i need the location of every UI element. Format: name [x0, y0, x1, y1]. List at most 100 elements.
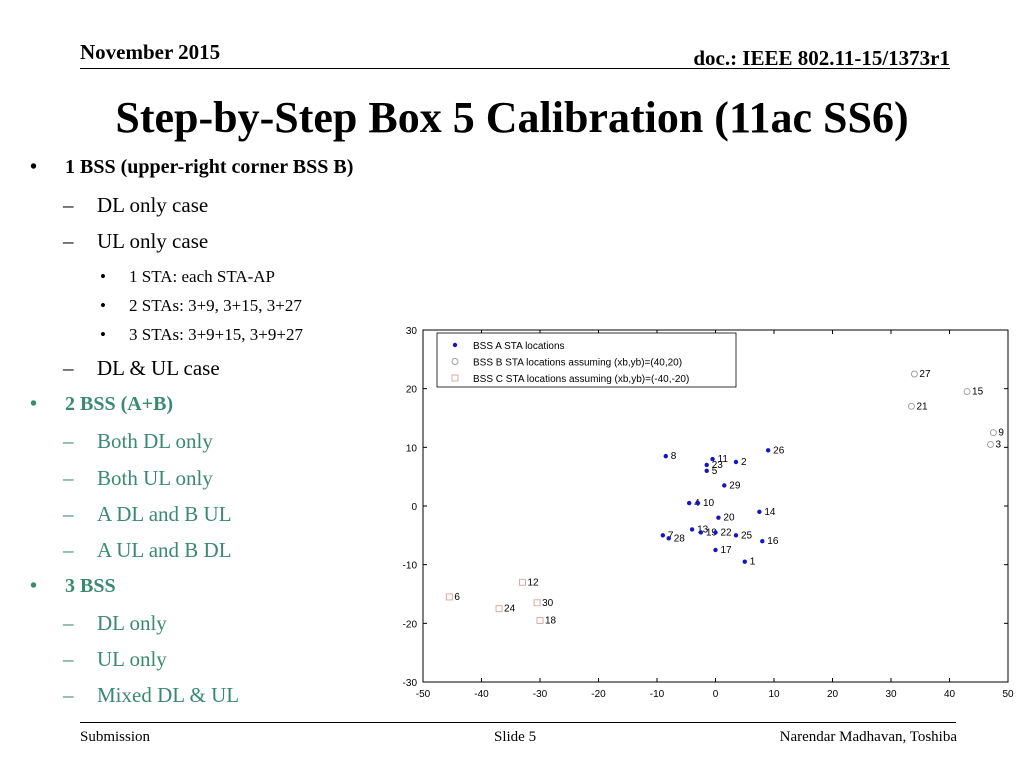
data-point: [661, 533, 665, 537]
data-point: [687, 501, 691, 505]
bullet-marker: •: [30, 575, 37, 598]
data-point-label: 2: [741, 457, 747, 468]
bullet-marker: –: [63, 611, 74, 636]
data-point-label: 23: [712, 460, 724, 471]
y-tick-label: -20: [403, 619, 418, 630]
data-point-label: 26: [773, 445, 785, 456]
data-point: [757, 510, 761, 514]
data-point: [690, 527, 694, 531]
x-tick-label: -10: [650, 689, 665, 700]
y-tick-label: -10: [403, 561, 418, 572]
bullet-marker: –: [63, 229, 74, 254]
data-point: [743, 560, 747, 564]
bullet-marker: –: [63, 647, 74, 672]
data-point-label: 20: [723, 513, 735, 524]
legend-label: BSS C STA locations assuming (xb,yb)=(-4…: [473, 374, 689, 385]
header-rule: [80, 68, 950, 69]
bullet-text: 1 BSS (upper-right corner BSS B): [65, 156, 353, 179]
bullet-text: UL only: [97, 647, 167, 672]
bullet-text: UL only case: [97, 229, 208, 254]
bullet-text: DL & UL case: [97, 356, 220, 381]
data-point: [734, 460, 738, 464]
bullet-marker: •: [30, 156, 37, 179]
x-tick-label: -30: [533, 689, 548, 700]
bullet-text: 3 BSS: [65, 575, 116, 598]
bullet-marker: –: [63, 356, 74, 381]
y-tick-label: 30: [406, 326, 418, 337]
data-point: [696, 501, 700, 505]
bullet-text: DL only: [97, 611, 167, 636]
x-tick-label: 30: [885, 689, 897, 700]
bullet-marker: –: [63, 429, 74, 454]
bullet-marker: –: [63, 538, 74, 563]
data-point-label: 17: [721, 545, 733, 556]
bullet-text: Mixed DL & UL: [97, 683, 239, 708]
data-point-label: 24: [504, 604, 516, 615]
data-point-label: 29: [729, 480, 741, 491]
y-tick-label: 10: [406, 443, 418, 454]
data-point-label: 27: [919, 369, 931, 380]
data-point-label: 18: [545, 615, 557, 626]
bullet-text: 2 STAs: 3+9, 3+15, 3+27: [129, 296, 302, 316]
bullet-marker: •: [100, 267, 106, 287]
x-tick-label: 10: [768, 689, 780, 700]
data-point-label: 15: [972, 387, 984, 398]
data-point-label: 14: [764, 507, 776, 518]
bullet-text: A DL and B UL: [97, 502, 232, 527]
data-point: [705, 463, 709, 467]
data-point-label: 28: [674, 533, 686, 544]
data-point-label: 10: [703, 498, 715, 509]
x-tick-label: -50: [416, 689, 431, 700]
legend-label: BSS A STA locations: [473, 341, 565, 352]
x-tick-label: -40: [474, 689, 489, 700]
bullet-text: 2 BSS (A+B): [65, 393, 173, 416]
y-tick-label: -30: [403, 678, 418, 689]
data-point-label: 12: [527, 577, 539, 588]
data-point: [667, 536, 671, 540]
bullet-text: 3 STAs: 3+9+15, 3+9+27: [129, 325, 303, 345]
data-point-label: 1: [750, 557, 756, 568]
footer-author: Narendar Madhavan, Toshiba: [780, 729, 957, 746]
legend-marker: [453, 343, 457, 347]
data-point: [760, 539, 764, 543]
bullet-marker: –: [63, 502, 74, 527]
bullet-marker: •: [100, 325, 106, 345]
data-point: [734, 533, 738, 537]
bullet-text: Both UL only: [97, 466, 213, 491]
x-tick-label: 50: [1002, 689, 1014, 700]
data-point: [664, 454, 668, 458]
footer-submission: Submission: [80, 729, 150, 746]
data-point: [699, 530, 703, 534]
data-point-label: 3: [995, 439, 1001, 450]
data-point-label: 22: [721, 527, 733, 538]
bullet-text: A UL and B DL: [97, 538, 232, 563]
data-point-label: 16: [767, 536, 779, 547]
data-point: [713, 530, 717, 534]
bullet-marker: –: [63, 683, 74, 708]
y-tick-label: 20: [406, 385, 418, 396]
legend-label: BSS B STA locations assuming (xb,yb)=(40…: [473, 358, 682, 369]
scatter-plot: -50 -40 -30 -20 -10 0 10 20 30 40 50 -30 -20 -10 0 10 20…: [396, 318, 1016, 708]
data-point: [766, 448, 770, 452]
bullet-marker: •: [30, 393, 37, 416]
bullet-marker: –: [63, 466, 74, 491]
data-point: [713, 548, 717, 552]
data-point: [705, 469, 709, 473]
footer-rule: [80, 722, 956, 723]
data-point: [722, 483, 726, 487]
data-point-label: 25: [741, 530, 753, 541]
slide-title: Step-by-Step Box 5 Calibration (11ac SS6…: [0, 92, 1024, 143]
x-tick-label: 40: [944, 689, 956, 700]
y-tick-label: 0: [411, 502, 417, 513]
data-point-label: 6: [454, 592, 460, 603]
scatter-plot-svg: -50 -40 -30 -20 -10 0 10 20 30 40 50 -30 -20 -10 0 10 20…: [396, 318, 1016, 708]
x-tick-label: -20: [591, 689, 606, 700]
bullet-marker: •: [100, 296, 106, 316]
header-date: November 2015: [80, 40, 220, 65]
bullet-text: 1 STA: each STA-AP: [129, 267, 275, 287]
bullet-text: Both DL only: [97, 429, 213, 454]
bullet-marker: –: [63, 193, 74, 218]
bullet-text: DL only case: [97, 193, 208, 218]
x-tick-label: 0: [713, 689, 719, 700]
data-point-label: 21: [916, 401, 928, 412]
